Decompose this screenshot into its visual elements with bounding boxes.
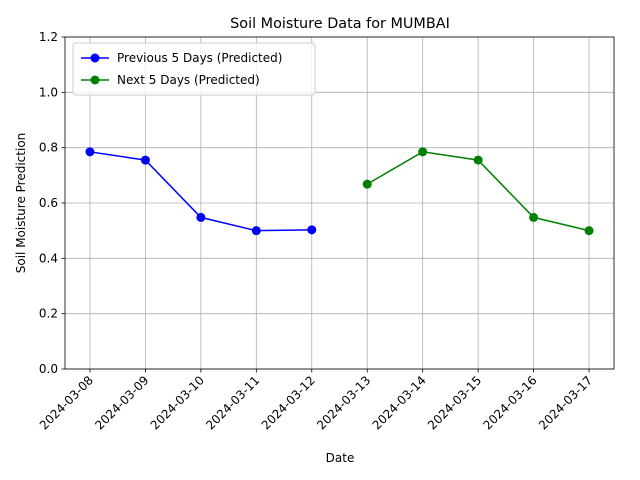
x-tick-label: 2024-03-10 xyxy=(148,373,207,432)
point xyxy=(473,155,483,165)
y-tick-label: 0.0 xyxy=(39,362,58,376)
y-axis-label: Soil Moisture Prediction xyxy=(14,133,28,274)
x-tick-label: 2024-03-12 xyxy=(259,373,318,432)
x-tick-label: 2024-03-17 xyxy=(536,373,595,432)
x-tick-label: 2024-03-14 xyxy=(370,373,429,432)
point xyxy=(85,147,95,157)
x-tick-label: 2024-03-08 xyxy=(37,373,96,432)
chart-title: Soil Moisture Data for MUMBAI xyxy=(230,16,450,32)
point xyxy=(418,147,428,157)
point xyxy=(529,212,539,222)
y-tick-label: 0.6 xyxy=(39,196,58,210)
y-tick-label: 0.2 xyxy=(39,307,58,321)
legend-marker xyxy=(90,53,100,63)
point xyxy=(362,179,372,189)
point xyxy=(251,226,261,236)
legend-label: Previous 5 Days (Predicted) xyxy=(117,51,282,65)
x-tick-label: 2024-03-09 xyxy=(92,373,151,432)
x-tick-label: 2024-03-11 xyxy=(203,373,262,432)
x-axis-label: Date xyxy=(326,451,355,465)
point xyxy=(196,212,206,222)
legend-box xyxy=(72,42,316,96)
y-tick-label: 0.4 xyxy=(39,251,58,265)
x-tick-label: 2024-03-13 xyxy=(314,373,373,432)
y-tick-label: 1.0 xyxy=(39,85,58,99)
y-tick-label: 1.2 xyxy=(39,30,58,44)
legend-label: Next 5 Days (Predicted) xyxy=(117,73,260,87)
y-tick-label: 0.8 xyxy=(39,141,58,155)
x-tick-label: 2024-03-16 xyxy=(480,373,539,432)
legend-marker xyxy=(90,75,100,85)
point xyxy=(584,226,594,236)
point xyxy=(307,225,317,235)
x-tick-label: 2024-03-15 xyxy=(425,373,484,432)
point xyxy=(140,155,150,165)
plot-frame xyxy=(64,36,615,370)
